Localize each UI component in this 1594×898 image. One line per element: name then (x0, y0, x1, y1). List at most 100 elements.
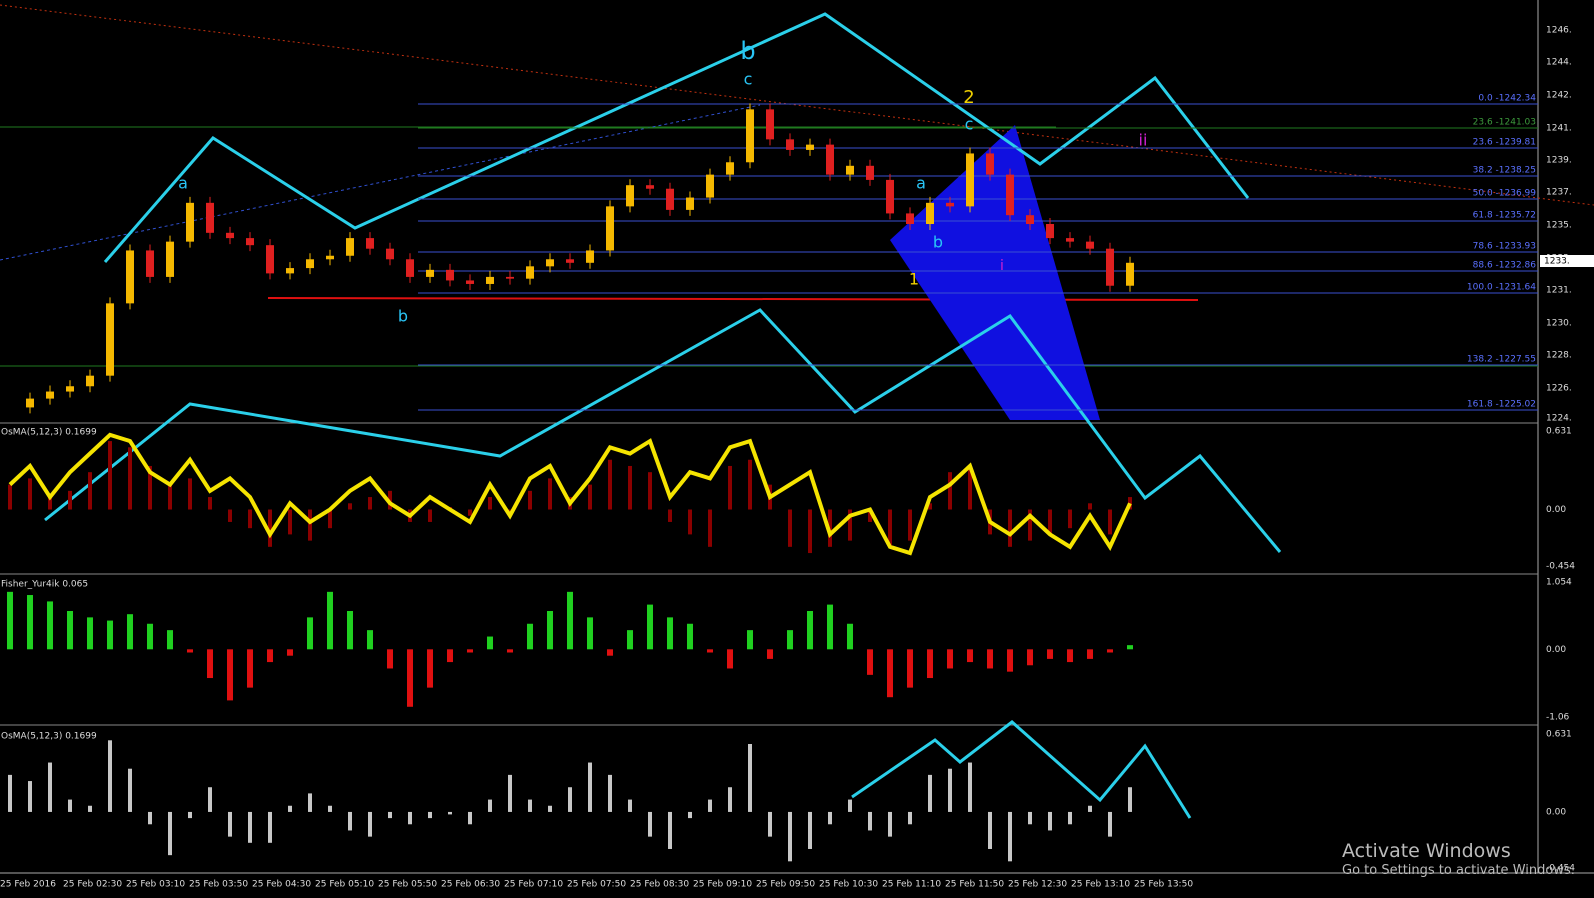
osma2-bar (968, 762, 972, 812)
osma2-bar (228, 811, 232, 837)
fisher-bar (987, 649, 993, 669)
time-tick-label: 25 Feb 06:30 (441, 880, 500, 890)
fisher-bar (47, 601, 53, 650)
osma-bar (668, 509, 672, 522)
osma-bar (808, 509, 812, 554)
candle (1026, 215, 1034, 224)
osma2-bar (808, 811, 812, 849)
time-tick-label: 25 Feb 2016 (0, 880, 56, 890)
fib-label: 38.2 -1238.25 (1473, 166, 1536, 176)
wave-label: b (933, 233, 943, 252)
candle (426, 269, 434, 277)
osma2-bar (668, 811, 672, 849)
wave-label: b (740, 37, 755, 65)
fisher-bar (307, 617, 313, 650)
fib-label: 23.6 -1241.03 (1473, 118, 1536, 128)
candle (246, 238, 254, 246)
osma2-bar (308, 793, 312, 812)
osma-bar (628, 465, 632, 510)
osma2-bar (628, 799, 632, 812)
candle (66, 386, 74, 392)
osma2-bar (948, 768, 952, 812)
osma2-bar (528, 799, 532, 812)
fisher-bar (847, 623, 853, 650)
osma2-bar (588, 762, 592, 812)
osma2-bar (288, 805, 292, 812)
candle (1066, 238, 1074, 242)
candle (106, 303, 114, 376)
fisher-bar (787, 630, 793, 650)
fisher-bar (807, 610, 813, 650)
fib-label: 61.8 -1235.72 (1473, 211, 1536, 221)
osma2-bar (128, 768, 132, 812)
candle (846, 165, 854, 175)
osma2-bar (388, 811, 392, 819)
fisher-bar (547, 610, 553, 650)
osma-bar (428, 509, 432, 522)
candle (466, 280, 474, 284)
time-tick-label: 25 Feb 02:30 (63, 880, 122, 890)
osma-bar (68, 490, 72, 510)
fisher-bar (27, 595, 33, 650)
osma2-bar (1028, 811, 1032, 825)
candle (146, 250, 154, 277)
osma2-bar (1008, 811, 1012, 862)
fib-label: 100.0 -1231.64 (1467, 283, 1536, 293)
candle (726, 162, 734, 175)
osma-bar (1028, 509, 1032, 541)
fisher-bar (427, 649, 433, 688)
candle (1086, 241, 1094, 249)
osma2-bar (1068, 811, 1072, 825)
fisher-bar (487, 636, 493, 650)
osma-bar (1068, 509, 1072, 529)
wave-label: 2 (963, 87, 974, 108)
fisher-bar (827, 604, 833, 650)
fisher-bar (607, 649, 613, 656)
indicator-label: OsMA(5,12,3) 0.1699 (1, 732, 97, 742)
indicator-tick-label: 1.054 (1546, 578, 1572, 588)
indicator-tick-label: 0.00 (1546, 807, 1566, 817)
osma-bar (928, 503, 932, 510)
candle (806, 144, 814, 150)
osma2-bar (1128, 787, 1132, 812)
fisher-bar (7, 591, 13, 650)
wave-label: i (1000, 258, 1004, 274)
current-price-box (1540, 255, 1594, 267)
osma2-bar (348, 811, 352, 831)
current-price: 1233. (1544, 257, 1570, 267)
candle (446, 269, 454, 281)
osma2-bar (1108, 811, 1112, 837)
fisher-bar (87, 617, 93, 650)
candle (386, 248, 394, 260)
fisher-bar (147, 623, 153, 650)
osma-bar (868, 509, 872, 522)
osma-bar (488, 497, 492, 510)
osma2-bar (908, 811, 912, 825)
candle (86, 375, 94, 387)
osma2-bar (28, 781, 32, 812)
osma-bar (468, 509, 472, 516)
osma2-bar (928, 774, 932, 812)
candle (626, 185, 634, 207)
fisher-bar (907, 649, 913, 688)
osma-bar (148, 465, 152, 510)
osma-bar (288, 509, 292, 535)
osma-bar (908, 509, 912, 541)
candle (746, 109, 754, 163)
osma-line (8, 432, 1132, 556)
time-tick-label: 25 Feb 08:30 (630, 880, 689, 890)
osma-bar (1048, 509, 1052, 535)
osma-bar (228, 509, 232, 522)
fisher-bar (1127, 645, 1133, 650)
candle (546, 259, 554, 267)
time-tick-label: 25 Feb 07:50 (567, 880, 626, 890)
price-tick-label: 1235. (1546, 221, 1572, 231)
fisher-bar (1087, 649, 1093, 659)
fisher-bar (927, 649, 933, 679)
indicator-tick-label: 0.00 (1546, 645, 1566, 655)
osma-bar (208, 497, 212, 510)
osma2-bar (108, 740, 112, 812)
price-tick-label: 1246. (1546, 26, 1572, 36)
fisher-bar (567, 591, 573, 650)
